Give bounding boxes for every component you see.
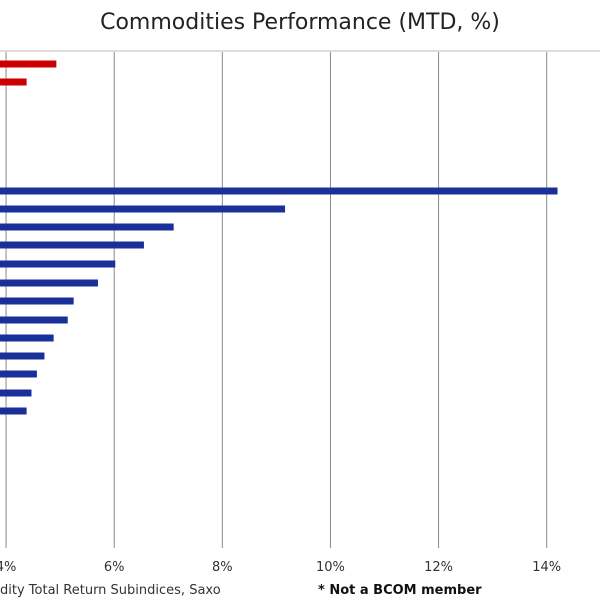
bar	[0, 389, 32, 397]
source-note: dity Total Return Subindices, Saxo	[0, 583, 221, 598]
bcom-member-note: * Not a BCOM member	[318, 583, 482, 598]
bar	[0, 352, 45, 360]
bar	[0, 241, 144, 249]
bar	[0, 187, 558, 195]
x-tick-labels: 4% 6% 8% 10% 12% 14%	[0, 560, 561, 575]
bar	[0, 260, 116, 268]
bar	[0, 78, 27, 86]
bars	[0, 60, 558, 415]
bar	[0, 205, 286, 213]
bar	[0, 223, 174, 231]
bar	[0, 297, 74, 305]
chart-title: Commodities Performance (MTD, %)	[100, 10, 500, 35]
bar	[0, 407, 27, 415]
bar	[0, 316, 68, 324]
x-tick-label: 6%	[104, 560, 125, 575]
x-tick-label: 14%	[532, 560, 561, 575]
x-tick-label: 12%	[424, 560, 453, 575]
bar	[0, 334, 54, 342]
x-tick-label: 4%	[0, 560, 16, 575]
x-tick-label: 10%	[316, 560, 345, 575]
bar	[0, 60, 57, 68]
x-tick-label: 8%	[212, 560, 233, 575]
gridlines	[5, 52, 548, 548]
bar	[0, 279, 98, 287]
bar	[0, 370, 37, 378]
